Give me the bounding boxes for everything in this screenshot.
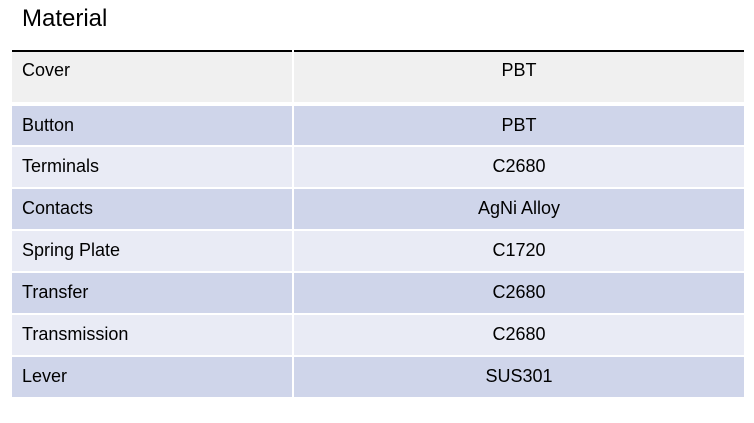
- part-cell: Transfer: [12, 272, 293, 315]
- table-row: Lever SUS301: [12, 356, 744, 399]
- material-cell: C2680: [292, 146, 744, 189]
- part-cell: Terminals: [12, 146, 293, 189]
- part-cell: Lever: [12, 356, 293, 399]
- page-title: Material: [22, 5, 108, 32]
- material-cell: PBT: [292, 104, 744, 147]
- part-cell: Spring Plate: [12, 230, 293, 273]
- part-cell: Cover: [12, 51, 293, 106]
- material-cell: PBT: [292, 51, 744, 106]
- part-cell: Contacts: [12, 188, 293, 231]
- table-row: Button PBT: [12, 104, 744, 147]
- table-row: Cover PBT: [12, 51, 744, 106]
- table-row: Transfer C2680: [12, 272, 744, 315]
- table-row: Transmission C2680: [12, 314, 744, 357]
- material-cell: C1720: [292, 230, 744, 273]
- part-cell: Transmission: [12, 314, 293, 357]
- material-cell: C2680: [292, 314, 744, 357]
- table-row: Contacts AgNi Alloy: [12, 188, 744, 231]
- table-row: Spring Plate C1720: [12, 230, 744, 273]
- part-cell: Button: [12, 104, 293, 147]
- material-table: Cover PBT Button PBT Terminals C2680 Contac…: [12, 50, 744, 399]
- material-cell: C2680: [292, 272, 744, 315]
- table-row: Terminals C2680: [12, 146, 744, 189]
- material-cell: AgNi Alloy: [292, 188, 744, 231]
- material-cell: SUS301: [292, 356, 744, 399]
